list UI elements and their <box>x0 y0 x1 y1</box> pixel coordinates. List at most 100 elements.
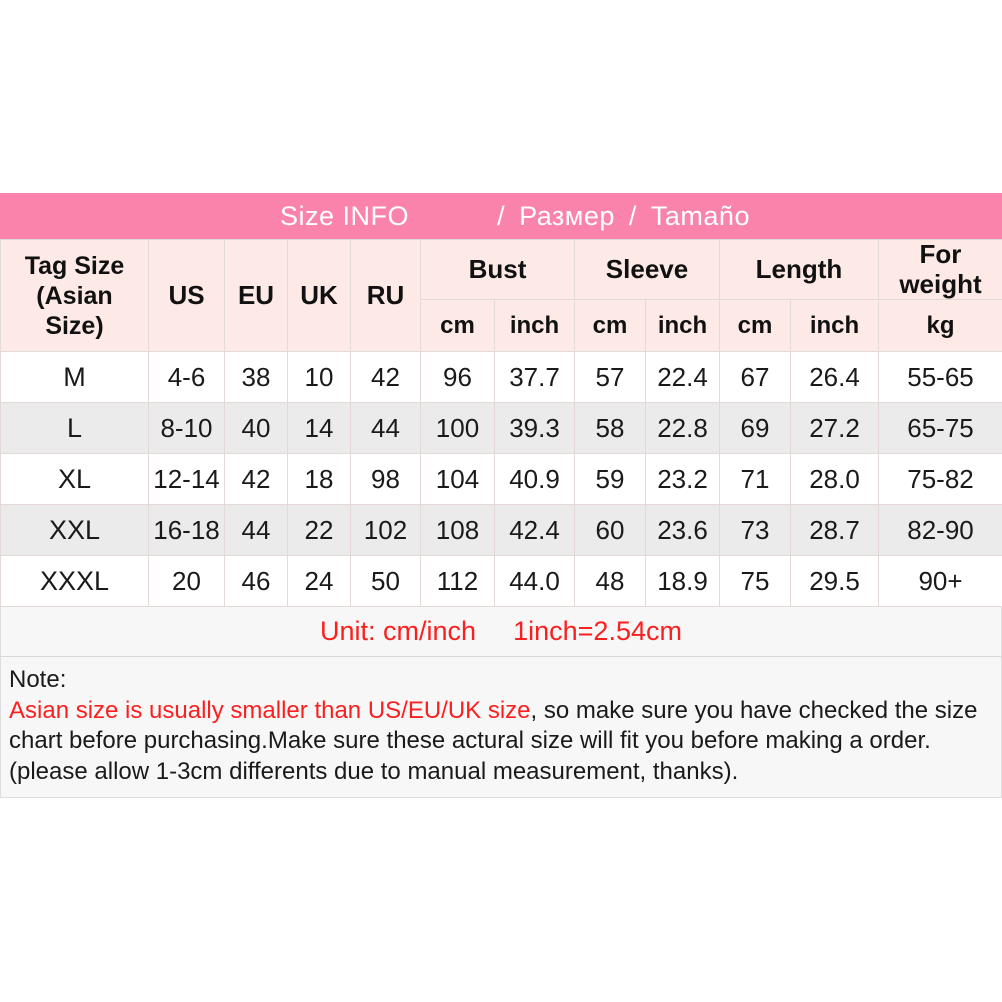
header-length: Length <box>719 238 879 301</box>
table-row: L 8-10 40 14 44 100 39.3 58 22.8 69 27.2 65-75 <box>0 402 1002 455</box>
size-table: Tag Size (Asian Size) US EU UK RU Bust S… <box>0 238 1002 608</box>
cell-uk: 22 <box>287 504 351 557</box>
cell-us: 20 <box>148 555 225 608</box>
table-row: M 4-6 38 10 42 96 37.7 57 22.4 67 26.4 55-65 <box>0 351 1002 404</box>
cell-sleeve_inch: 18.9 <box>645 555 720 608</box>
unit-text: Unit: cm/inch <box>320 616 477 647</box>
cell-length_cm: 69 <box>719 402 791 455</box>
title-text-group: Size INFO / Размер / Tamaño <box>280 201 750 232</box>
cell-bust_cm: 104 <box>420 453 495 506</box>
header-for-weight-line2: weight <box>899 268 982 299</box>
cell-bust_inch: 40.9 <box>494 453 575 506</box>
cell-eu: 46 <box>224 555 288 608</box>
title-size-info: Size INFO <box>280 200 410 231</box>
cell-bust_cm: 96 <box>420 351 495 404</box>
unit-conversion-row: Unit: cm/inch 1inch=2.54cm <box>0 607 1002 658</box>
cell-bust_inch: 37.7 <box>494 351 575 404</box>
header-length-cm: cm <box>719 299 791 353</box>
header-bust: Bust <box>420 238 575 301</box>
cell-sleeve_inch: 23.6 <box>645 504 720 557</box>
header-bust-cm: cm <box>420 299 495 353</box>
cell-tag: L <box>0 402 149 455</box>
note-block: Note: Asian size is usually smaller than… <box>0 657 1002 799</box>
cell-length_inch: 28.7 <box>790 504 879 557</box>
header-tag-size-line1: Tag Size <box>24 251 125 280</box>
cell-eu: 44 <box>224 504 288 557</box>
header-eu: EU <box>224 238 288 353</box>
size-table-body: M 4-6 38 10 42 96 37.7 57 22.4 67 26.4 55-65 L 8-10 40… <box>0 351 1002 608</box>
header-bust-inch: inch <box>494 299 575 353</box>
cell-us: 12-14 <box>148 453 225 506</box>
cell-bust_inch: 42.4 <box>494 504 575 557</box>
cell-sleeve_inch: 22.8 <box>645 402 720 455</box>
cell-sleeve_inch: 23.2 <box>645 453 720 506</box>
cell-us: 16-18 <box>148 504 225 557</box>
cell-us: 8-10 <box>148 402 225 455</box>
cell-weight_kg: 65-75 <box>878 402 1002 455</box>
header-length-inch: inch <box>790 299 879 353</box>
table-row: XXXL 20 46 24 50 112 44.0 48 18.9 75 29.5 90+ <box>0 555 1002 608</box>
title-razmer: Размер <box>519 200 615 231</box>
cell-tag: M <box>0 351 149 404</box>
cell-tag: XL <box>0 453 149 506</box>
cell-us: 4-6 <box>148 351 225 404</box>
cell-uk: 18 <box>287 453 351 506</box>
cell-length_cm: 67 <box>719 351 791 404</box>
header-us: US <box>148 238 225 353</box>
cell-ru: 102 <box>350 504 421 557</box>
cell-length_cm: 73 <box>719 504 791 557</box>
cell-bust_inch: 44.0 <box>494 555 575 608</box>
cell-sleeve_cm: 60 <box>574 504 646 557</box>
header-for-weight: For weight <box>878 238 1002 301</box>
header-row-units: cm inch cm inch cm inch kg <box>1 299 1002 353</box>
title-tamano: Tamaño <box>650 200 750 231</box>
cell-ru: 42 <box>350 351 421 404</box>
cell-sleeve_cm: 57 <box>574 351 646 404</box>
cell-weight_kg: 82-90 <box>878 504 1002 557</box>
header-sleeve: Sleeve <box>574 238 720 301</box>
cell-tag: XXL <box>0 504 149 557</box>
header-tag-size: Tag Size (Asian Size) <box>0 238 149 353</box>
cell-eu: 38 <box>224 351 288 404</box>
cell-bust_cm: 108 <box>420 504 495 557</box>
cell-length_inch: 27.2 <box>790 402 879 455</box>
cell-bust_cm: 112 <box>420 555 495 608</box>
cell-sleeve_cm: 48 <box>574 555 646 608</box>
cell-sleeve_cm: 58 <box>574 402 646 455</box>
cell-length_cm: 75 <box>719 555 791 608</box>
cell-ru: 50 <box>350 555 421 608</box>
cell-weight_kg: 75-82 <box>878 453 1002 506</box>
note-body: Asian size is usually smaller than US/EU… <box>9 696 993 787</box>
header-ru: RU <box>350 238 421 353</box>
cell-sleeve_cm: 59 <box>574 453 646 506</box>
table-row: XL 12-14 42 18 98 104 40.9 59 23.2 71 28.0 75-82 <box>0 453 1002 506</box>
header-for-weight-line1: For <box>919 239 962 269</box>
size-info-title-bar: Size INFO / Размер / Tamaño <box>0 193 1002 239</box>
cell-uk: 10 <box>287 351 351 404</box>
cell-eu: 40 <box>224 402 288 455</box>
cell-ru: 98 <box>350 453 421 506</box>
cell-eu: 42 <box>224 453 288 506</box>
note-rest-text: , so make sure you have checked the size… <box>9 696 978 785</box>
cell-length_inch: 26.4 <box>790 351 879 404</box>
header-sleeve-inch: inch <box>645 299 720 353</box>
header-sleeve-cm: cm <box>574 299 646 353</box>
size-chart-block: Size INFO / Размер / Tamaño Tag Size (As… <box>0 193 1002 799</box>
note-label: Note: <box>9 666 67 694</box>
cell-sleeve_inch: 22.4 <box>645 351 720 404</box>
header-tag-size-line2: (Asian <box>36 281 113 310</box>
cell-length_cm: 71 <box>719 453 791 506</box>
table-row: XXL 16-18 44 22 102 108 42.4 60 23.6 73 28.7 82-90 <box>0 504 1002 557</box>
header-tag-size-line3: Size) <box>45 311 104 340</box>
conversion-text: 1inch=2.54cm <box>513 616 682 647</box>
cell-uk: 14 <box>287 402 351 455</box>
cell-bust_cm: 100 <box>420 402 495 455</box>
cell-tag: XXXL <box>0 555 149 608</box>
cell-length_inch: 28.0 <box>790 453 879 506</box>
unit-conversion-text-group: Unit: cm/inch 1inch=2.54cm <box>320 616 682 647</box>
header-row-group: Tag Size (Asian Size) US EU UK RU Bust S… <box>0 238 1002 353</box>
cell-ru: 44 <box>350 402 421 455</box>
cell-weight_kg: 90+ <box>878 555 1002 608</box>
title-separator-1: / <box>497 200 506 231</box>
